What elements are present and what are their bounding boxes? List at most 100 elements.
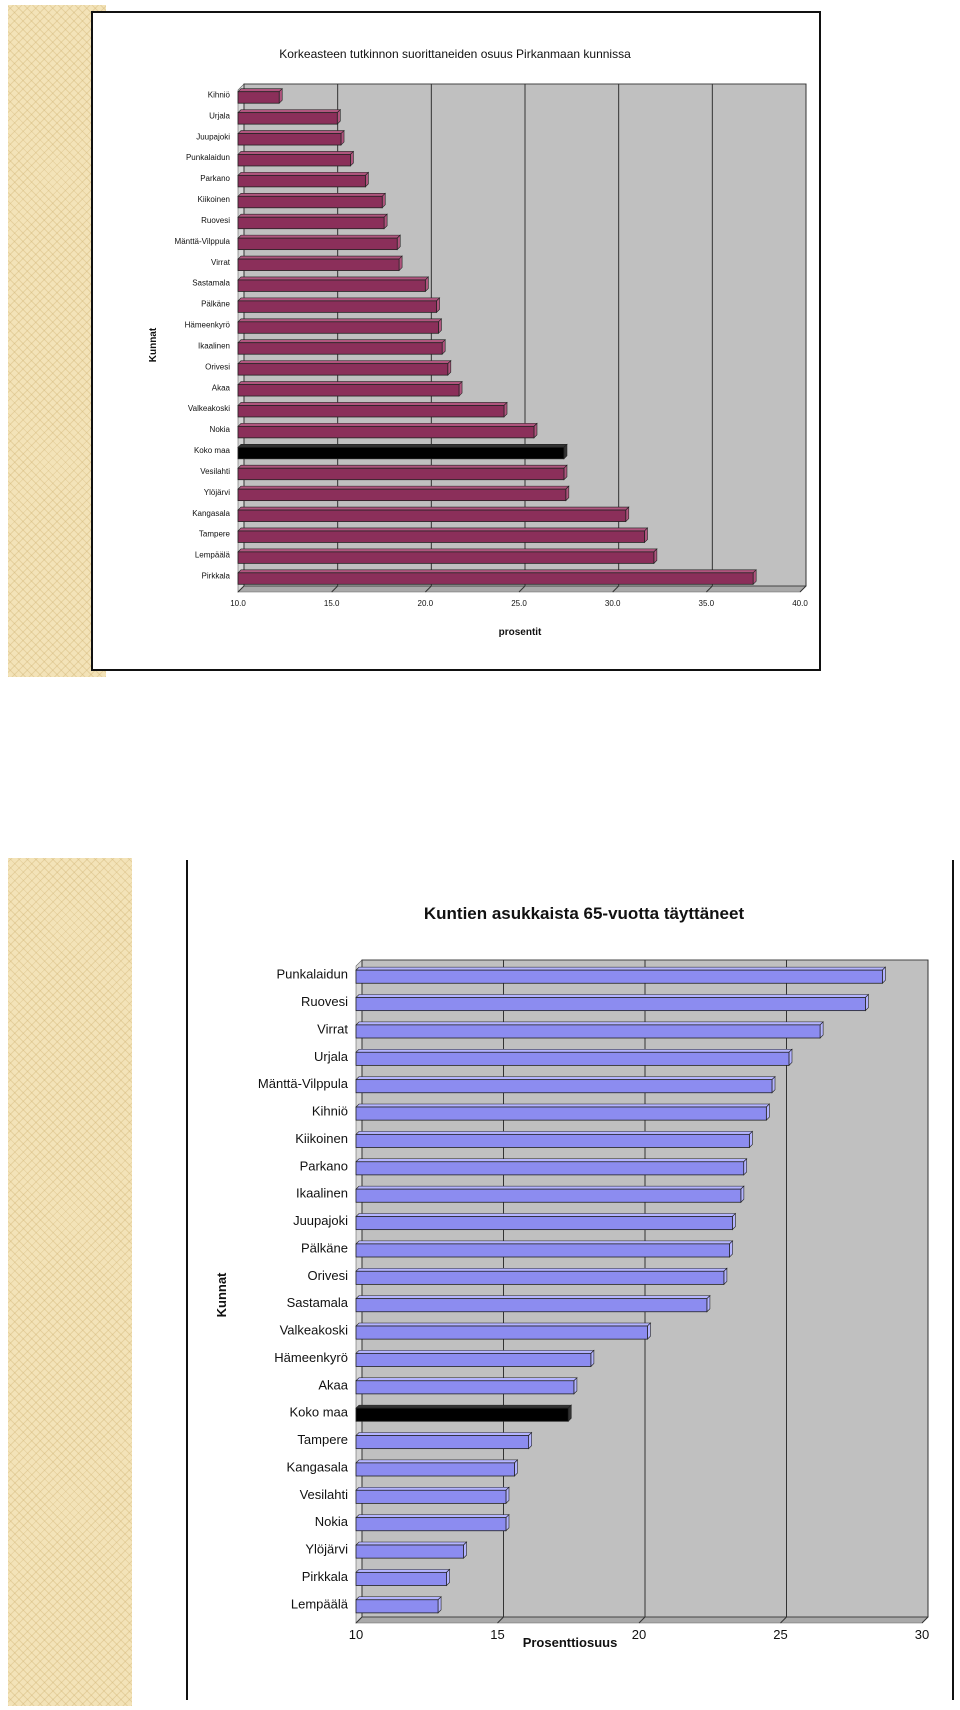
bar-end [743,1158,748,1176]
bar [355,1489,507,1504]
bar-end [446,1568,450,1587]
category-label: Mänttä-Vilppula [258,1076,349,1091]
bar [355,1161,745,1176]
bar-end [463,1541,467,1559]
bar-end [505,1486,510,1505]
gridline-floor [638,1616,646,1624]
bar [237,237,398,251]
category-label: Hämeenkyrö [185,321,231,330]
bar [355,1079,773,1094]
chart-higher-education: 10.0 15.0 20.0 25.0 30.0 35.0 40.0 Kihniö Urjala… [148,47,808,638]
bar-top [355,1213,737,1217]
category-label: Urjala [314,1049,349,1064]
category-label: Vesilahti [300,1487,349,1502]
category-label: Ikaalinen [296,1186,348,1201]
category-label: Akaa [318,1377,348,1392]
bar-end [706,1294,711,1313]
category-label: Tampere [297,1432,348,1447]
bar-top [355,1596,442,1601]
bar [355,969,883,984]
bar-end [766,1103,770,1121]
bar-end [788,1048,793,1067]
chart-title: Korkeasteen tutkinnon suorittaneiden osu… [279,47,631,61]
bar [237,216,385,230]
x-tick-label: 20.0 [418,599,434,608]
bar-end [567,1404,572,1422]
bar-end [740,1185,745,1203]
bar [237,509,627,522]
category-label: Parkano [200,174,230,183]
bar [355,1571,447,1586]
gridline-floor [799,585,807,593]
bar-end [749,1130,753,1149]
bar-end [771,1075,776,1094]
bar-top [355,966,887,971]
bar [237,321,439,334]
y-axis-label: Kunnat [148,327,159,362]
bar [355,997,866,1012]
category-label: Lempäälä [291,1596,349,1611]
category-label: Koko maa [289,1405,348,1420]
bar [355,1106,767,1121]
bar [237,363,449,376]
bar-end [723,1267,728,1286]
category-label: Pirkkala [202,572,231,581]
bar-top [355,1158,748,1163]
bar-top [355,1350,595,1354]
bar-end [882,966,886,984]
gridline-floor [705,585,713,593]
bar [237,300,437,313]
category-label: Juupajoki [196,132,230,141]
page-border-right [952,860,954,1700]
bar [355,1325,648,1340]
category-label: Kangasala [287,1459,349,1474]
bar-top [355,1076,776,1080]
category-label: Nokia [210,425,231,434]
x-tick-label: 30 [915,1627,929,1642]
chart-title: Kuntien asukkaista 65-vuotta täyttäneet [424,904,745,923]
category-label: Punkalaidun [186,153,230,162]
bar-end [573,1377,578,1395]
bar [355,1216,733,1231]
category-label: Nokia [315,1514,349,1529]
bar-top [355,1131,754,1135]
bar [237,258,400,271]
x-tick-label: 40.0 [792,599,808,608]
category-label: Sastamala [192,279,230,288]
category-label: Valkeakoski [280,1323,349,1338]
bar [355,1599,439,1614]
x-axis-label: prosentit [499,627,542,638]
category-label: Virrat [211,258,231,267]
bar-top [355,1514,510,1518]
gridline-floor [780,1616,787,1624]
bar [237,572,754,585]
category-label: Akaa [212,383,231,392]
x-tick-label: 30.0 [605,599,621,608]
bar [355,1024,821,1039]
bar [237,425,535,439]
bar-top [355,1569,451,1573]
category-label: Tampere [199,530,231,539]
bar [355,1051,790,1066]
category-label: Juupajoki [293,1213,348,1228]
bar [237,384,460,397]
x-tick-label: 25.0 [511,599,527,608]
bar-top [355,1048,793,1053]
bar [355,1188,742,1203]
bar-top [355,1541,468,1546]
category-label: Ylöjärvi [204,488,230,497]
category-label: Pälkäne [301,1240,348,1255]
gridline-floor [424,585,432,593]
bar-end [647,1322,651,1340]
bar-end [505,1513,510,1532]
decorative-side-strip [8,5,106,677]
x-tick-label: 15.0 [324,599,340,608]
bar [237,133,342,146]
bar [237,551,655,564]
category-label: Hämeenkyrö [274,1350,348,1365]
bar [237,488,567,502]
category-label: Ylöjärvi [305,1542,348,1557]
category-label: Pirkkala [302,1569,349,1584]
bar-top [355,1432,533,1436]
